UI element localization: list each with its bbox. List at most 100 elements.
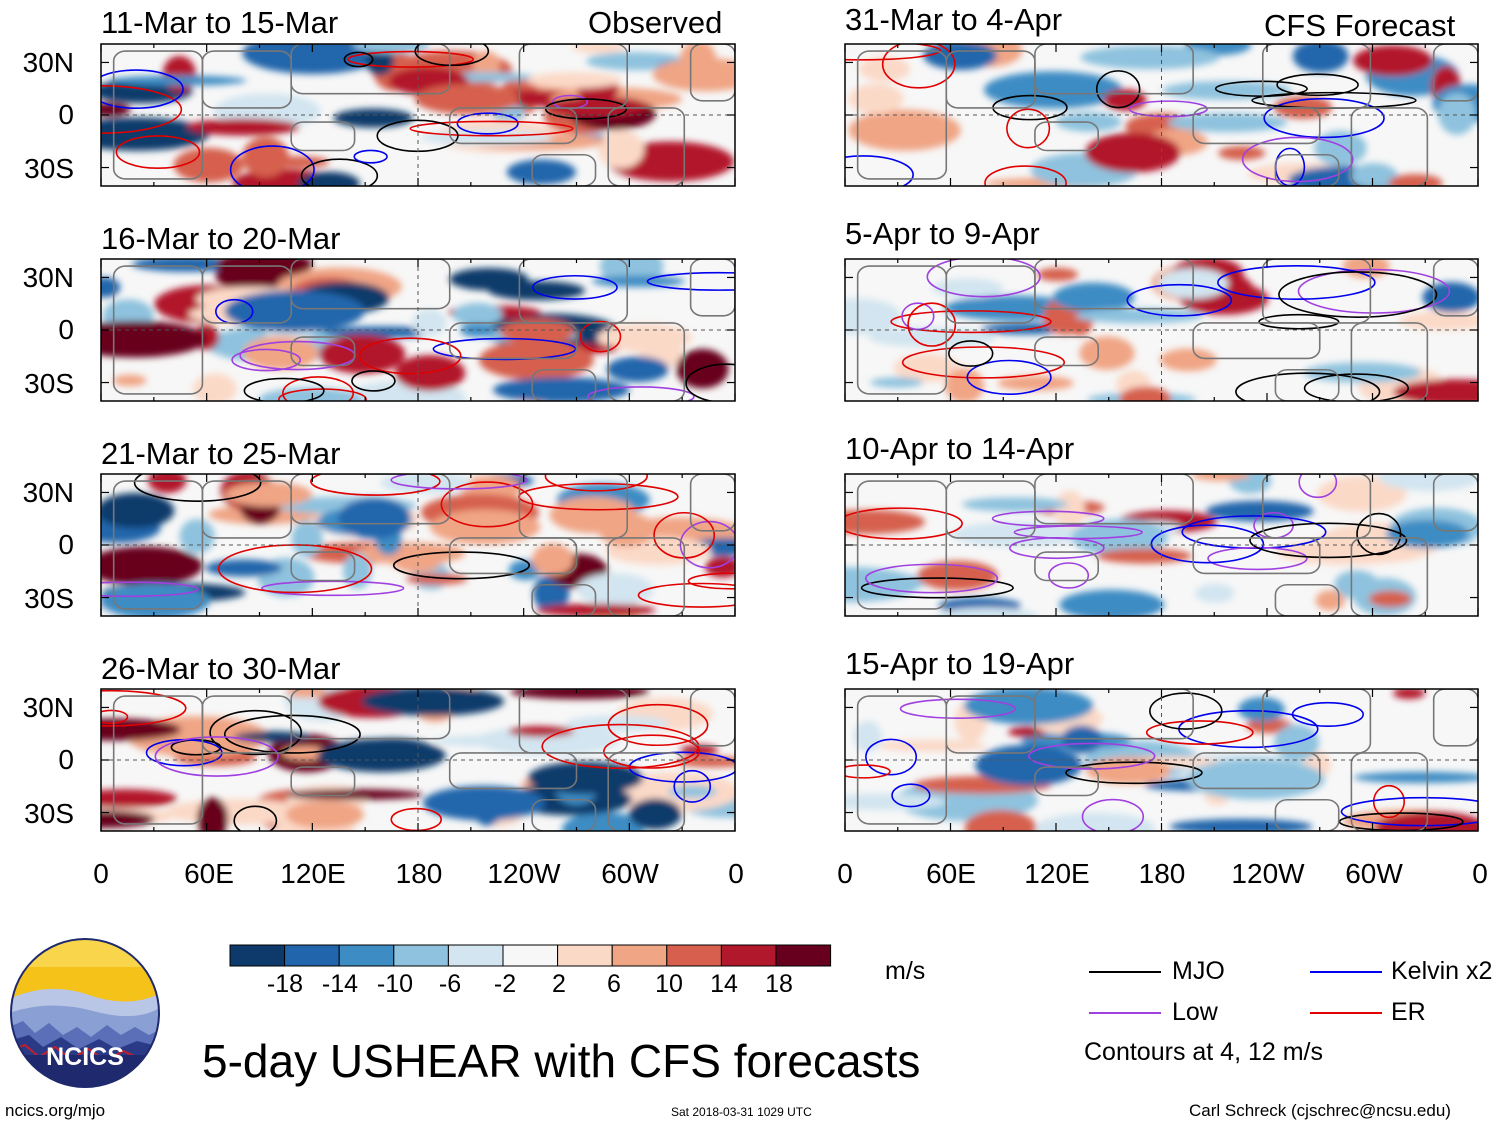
shear-anomaly [1378,474,1478,492]
contour-line [865,738,918,776]
shear-anomaly [565,715,670,732]
shear-anomaly [432,735,550,747]
lon-label: 120W [487,858,561,889]
contour-line [351,370,396,392]
coastline [112,50,204,180]
colorbar-label: 18 [765,970,793,998]
lon-label: 60W [601,858,659,889]
coastline [1192,107,1321,145]
contour-line [845,764,891,779]
contour-line [1048,562,1090,589]
shear-anomaly [1438,92,1476,135]
shear-anomaly [333,108,414,128]
colorbar-swatch [775,944,832,967]
panel-tag-observed: Observed [588,5,723,40]
coastline [290,474,451,525]
coastline [1261,44,1372,109]
colorbar-swatch [557,944,613,967]
coastline [518,474,629,539]
shear-anomaly [224,290,365,332]
legend-note: Contours at 4, 12 m/s [1084,1038,1324,1066]
shear-anomaly [983,71,1123,109]
colorbar-label: -10 [376,970,414,998]
lat-label-eq: 0 [58,529,74,560]
lat-label-30n: 30N [22,477,74,508]
shear-anomaly [101,117,210,151]
coastline [448,537,578,575]
coastline [607,537,686,616]
contour-line [154,736,279,777]
colorbar-swatch [666,944,722,967]
shear-anomaly [173,147,244,183]
colorbar-label: 6 [607,970,621,998]
coastline [1192,322,1321,360]
contour-line [991,510,1105,527]
coastline [1274,583,1340,616]
shear-anomaly [197,797,229,831]
colorbar-label: 14 [710,970,738,998]
coastline [1034,474,1194,525]
contour-line [586,386,695,401]
footer-credit: Carl Schreck (cjschrec@ncsu.edu) [1189,1101,1451,1120]
colorbar-label: -2 [493,970,517,998]
contour-line [101,689,187,727]
lon-label: 60E [926,858,976,889]
shear-anomaly [845,567,920,603]
shear-anomaly [527,761,644,795]
shear-anomaly [1054,490,1086,529]
shear-anomaly [668,785,718,798]
shear-anomaly [395,355,466,392]
contour-line [607,703,709,747]
shear-anomaly [597,129,645,169]
shear-anomaly [101,492,175,529]
lat-label-30n: 30N [22,692,74,723]
shear-anomaly [488,281,586,301]
shear-anomaly [1079,336,1135,370]
panel-title-p7: 10-Apr to 14-Apr [845,431,1075,466]
shear-anomaly [1342,259,1390,279]
colorbar [229,944,832,967]
colorbar-swatch [447,944,504,967]
contour-line [440,481,534,528]
contour-line [637,582,735,608]
lon-label: 60W [1345,858,1403,889]
contour-line [310,474,441,496]
lat-label-30s: 30S [24,583,74,614]
shear-anomaly [101,102,131,117]
legend-label-er: ER [1391,998,1426,1026]
contour-line [392,551,531,580]
map-panel-p4 [100,688,736,832]
coastline [856,480,948,610]
shear-anomaly [1075,308,1204,324]
contour-line [1298,474,1338,499]
shear-anomaly [1353,45,1433,76]
contour-line [901,302,935,331]
coastline [290,336,356,367]
contour-line [907,302,957,347]
lon-label: 0 [728,858,744,889]
shear-anomaly [591,275,685,288]
coastline [1261,689,1372,754]
shear-anomaly [192,373,237,401]
panel-title-p2: 16-Mar to 20-Mar [101,221,341,256]
coastline [1192,537,1321,575]
coastline [112,265,204,395]
colorbar-label: -18 [266,970,304,998]
lon-label: 120W [1231,858,1305,889]
shear-anomaly [393,554,441,573]
footer-url: ncics.org/mjo [5,1101,106,1120]
shear-anomaly [242,136,289,178]
coastline [1350,537,1429,616]
contour-line [891,783,931,808]
ncics-logo: NCICS [10,938,160,1088]
logo-text: NCICS [46,1043,124,1071]
shear-anomaly [576,573,654,606]
map-panel-p3 [100,473,736,617]
contour-line [414,44,490,67]
lon-label: 120E [280,858,346,889]
contour-line [133,474,262,502]
contour-line [926,259,1041,298]
map-panel-p7 [844,473,1479,617]
contour-line [1249,522,1408,559]
coastline [1034,551,1100,582]
